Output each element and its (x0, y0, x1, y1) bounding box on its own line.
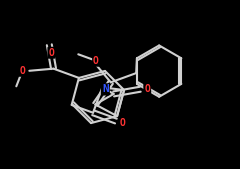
Text: N: N (102, 84, 109, 94)
Text: O: O (93, 56, 99, 66)
Text: O: O (144, 84, 150, 94)
Text: O: O (19, 66, 25, 76)
Text: O: O (48, 48, 54, 58)
Text: O: O (120, 118, 126, 128)
